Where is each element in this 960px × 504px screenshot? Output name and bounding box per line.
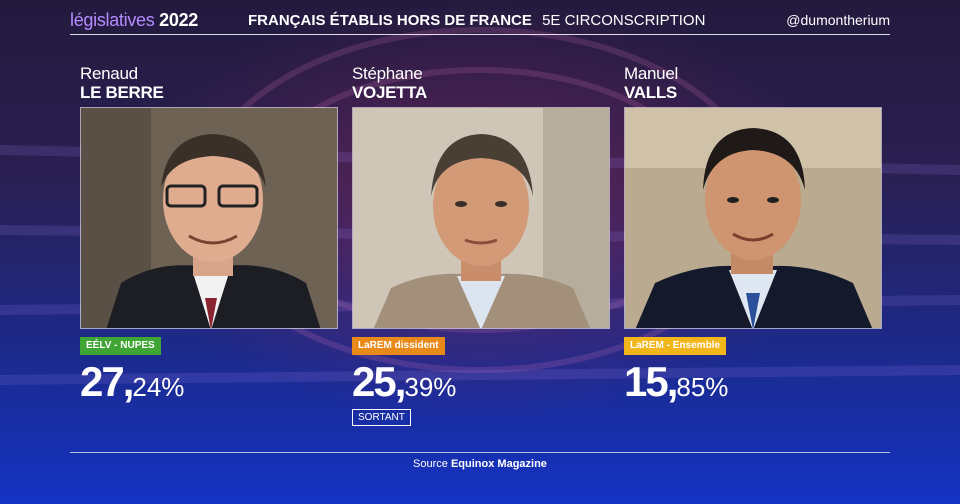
brand-word: législatives [70, 10, 155, 30]
candidate-photo [80, 107, 338, 329]
vote-percentage-decimal: 85% [676, 372, 729, 402]
candidate-card-vojetta: Stéphane VOJETTA LaREM dissident 25,39% … [352, 64, 610, 426]
vote-percentage: 25,39% [352, 358, 456, 406]
candidate-first-name: Manuel [624, 64, 678, 83]
vote-percentage: 27,24% [80, 358, 184, 406]
candidate-last-name: VOJETTA [352, 83, 428, 102]
header: législatives 2022 FRANÇAIS ÉTABLIS HORS … [70, 10, 890, 35]
source-name: Equinox Magazine [450, 458, 547, 470]
brand-year: 2022 [159, 10, 198, 30]
source-credit: Source Equinox Magazine [0, 458, 960, 470]
author-handle: @dumontherium [786, 12, 890, 28]
brand-logo: législatives 2022 [70, 10, 198, 31]
candidate-last-name: LE BERRE [80, 83, 164, 102]
page-title: FRANÇAIS ÉTABLIS HORS DE FRANCE 5E CIRCO… [248, 12, 705, 29]
vote-percentage-integer: 15, [624, 358, 678, 405]
vote-percentage-integer: 27, [80, 358, 134, 405]
candidate-card-le-berre: Renaud LE BERRE EÉLV - NUPES 27,24% [80, 64, 338, 405]
candidate-card-valls: Manuel VALLS LaREM - Ensemble 15,85% [624, 64, 882, 405]
party-badge: EÉLV - NUPES [80, 337, 161, 355]
candidate-photo [624, 107, 882, 329]
title-main: FRANÇAIS ÉTABLIS HORS DE FRANCE [248, 12, 532, 29]
vote-percentage-decimal: 24% [132, 372, 185, 402]
incumbent-badge: SORTANT [352, 409, 411, 426]
candidate-last-name: VALLS [624, 83, 677, 102]
vote-percentage-integer: 25, [352, 358, 406, 405]
title-sub: 5E CIRCONSCRIPTION [542, 12, 706, 29]
footer-divider [70, 452, 890, 453]
candidate-photo [352, 107, 610, 329]
candidate-first-name: Stéphane [352, 64, 423, 83]
party-badge: LaREM - Ensemble [624, 337, 727, 355]
source-label: Source [413, 458, 448, 470]
party-badge: LaREM dissident [352, 337, 445, 355]
vote-percentage: 15,85% [624, 358, 728, 406]
vote-percentage-decimal: 39% [404, 372, 457, 402]
candidate-first-name: Renaud [80, 64, 138, 83]
